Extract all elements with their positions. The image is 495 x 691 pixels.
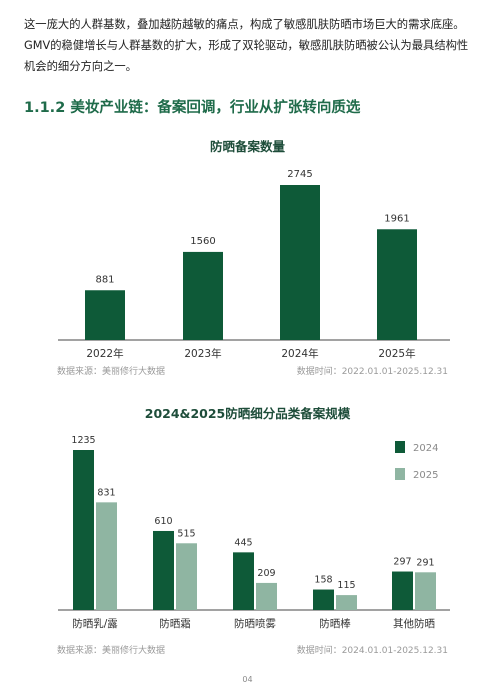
chart1-tick-label: 2022年 bbox=[86, 347, 123, 360]
chart2-tick-label: 防晒喷雾 bbox=[234, 617, 276, 630]
chart2-bar bbox=[256, 582, 277, 610]
chart1-plot: 881 2022年 1560 2023年 2745 2024年 1961 2025年 bbox=[58, 169, 450, 360]
chart1-date-range: 数据时间：2022.01.01-2025.12.31 bbox=[296, 367, 448, 377]
chart2-data-label: 291 bbox=[416, 557, 434, 568]
chart1-bar bbox=[183, 251, 223, 340]
chart2-legend-swatch bbox=[395, 441, 405, 453]
chart2-data-label: 831 bbox=[97, 487, 115, 498]
chart2-bar bbox=[233, 552, 254, 610]
chart2-tick-label: 防晒乳/露 bbox=[72, 617, 118, 630]
chart1-tick-label: 2024年 bbox=[281, 347, 318, 360]
chart1-data-label: 1961 bbox=[384, 213, 409, 224]
chart1-tick-label: 2025年 bbox=[378, 347, 415, 360]
intro-paragraph: 这一庞大的人群基数，叠加越防越敏的痛点，构成了敏感肌肤防晒市场巨大的需求底座。G… bbox=[24, 18, 469, 73]
chart2-bar bbox=[313, 589, 334, 610]
chart2-tick-label: 防晒霜 bbox=[159, 617, 191, 630]
chart2-data-label: 297 bbox=[393, 557, 411, 568]
chart2-bar bbox=[336, 595, 357, 610]
chart2-data-label: 115 bbox=[337, 580, 355, 591]
chart2-legend-label: 2025 bbox=[413, 470, 438, 481]
chart1-tick-label: 2023年 bbox=[184, 347, 221, 360]
chart2-bar bbox=[96, 502, 117, 610]
page-number: 04 bbox=[242, 675, 253, 684]
chart1-data-label: 1560 bbox=[190, 236, 215, 247]
chart2-source: 数据来源：美丽修行大数据 bbox=[57, 646, 166, 656]
chart1-data-label: 881 bbox=[95, 274, 114, 285]
chart2-tick-label: 防晒棒 bbox=[319, 617, 351, 630]
chart2-bar bbox=[153, 530, 174, 610]
chart1-data-label: 2745 bbox=[287, 169, 312, 180]
chart2-data-label: 209 bbox=[257, 568, 275, 579]
chart2-legend-label: 2024 bbox=[413, 443, 438, 454]
chart1-source: 数据来源：美丽修行大数据 bbox=[57, 367, 166, 377]
chart2-date-range: 数据时间：2024.01.01-2025.12.31 bbox=[296, 646, 448, 656]
chart2-data-label: 515 bbox=[177, 528, 195, 539]
chart1-bar bbox=[280, 185, 320, 340]
chart1-bar bbox=[85, 290, 125, 340]
chart2-bar bbox=[73, 450, 94, 610]
chart2-data-label: 158 bbox=[314, 575, 332, 586]
chart2-legend-swatch bbox=[395, 468, 405, 480]
chart2-title: 2024&2025防晒细分品类备案规模 bbox=[144, 406, 351, 421]
chart2-plot: 1235 831 防晒乳/露 610 515 防晒霜 445 209 防晒喷雾 158 115 防晒棒… bbox=[58, 435, 450, 630]
chart1-title: 防晒备案数量 bbox=[209, 139, 285, 154]
chart2-data-label: 610 bbox=[154, 516, 172, 527]
chart1-bar bbox=[377, 229, 417, 340]
section-title: 1.1.2 美妆产业链：备案回调，行业从扩张转向质选 bbox=[24, 100, 361, 116]
chart2-data-label: 1235 bbox=[71, 435, 95, 446]
chart2-bar bbox=[392, 571, 413, 610]
chart2-bar bbox=[176, 543, 197, 610]
chart2-tick-label: 其他防晒 bbox=[393, 617, 435, 630]
chart2-data-label: 445 bbox=[234, 537, 252, 548]
chart2-bar bbox=[415, 572, 436, 610]
